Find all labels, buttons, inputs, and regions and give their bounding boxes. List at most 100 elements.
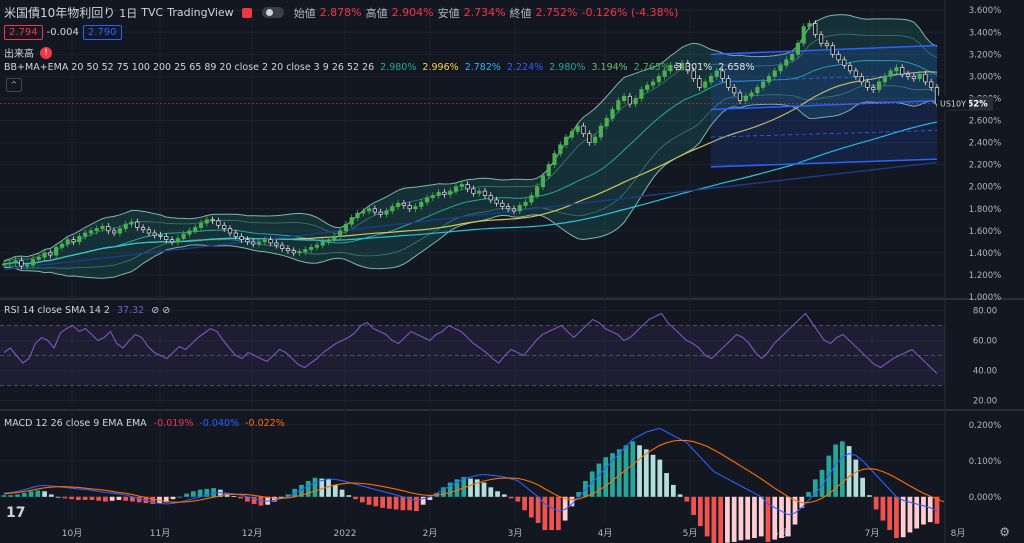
candle-body (36, 256, 41, 260)
candle-body (482, 190, 488, 196)
symbol-name[interactable]: 米国債10年物利回り (4, 6, 116, 20)
y-tick-label: 1.400% (969, 249, 1001, 259)
macd-histogram-bar (312, 477, 318, 497)
candle-body (280, 244, 285, 249)
candle-body (285, 248, 291, 252)
macd-histogram-bar (163, 496, 169, 503)
candle-body (564, 136, 569, 146)
channel-lower-line (710, 158, 938, 168)
macd-histogram-bar (921, 496, 926, 525)
rsi-value: 37.32 (116, 305, 145, 316)
candle-body (395, 202, 401, 207)
collapse-chevron-icon[interactable]: ^ (6, 78, 22, 92)
candle-body (523, 201, 528, 206)
macd-histogram-bar (393, 496, 399, 510)
candle-body (876, 81, 882, 90)
candle-body (761, 81, 766, 88)
candle-body (685, 62, 690, 72)
candle-body (88, 230, 94, 234)
volume-label[interactable]: 出来高 (4, 49, 34, 60)
gear-icon[interactable]: ⚙ (999, 525, 1010, 539)
candle-body (929, 81, 934, 88)
candle-body (772, 70, 777, 77)
rsi-line (3, 312, 938, 374)
macd-histogram-bar (190, 491, 196, 497)
tradingview-logo-icon[interactable]: 𝟭𝟳 (6, 505, 26, 521)
bollinger-band-fill (4, 14, 937, 279)
symbol-tag-bg (937, 95, 969, 110)
macd-name: MACD 12 26 close 9 EMA EMA (4, 418, 147, 429)
candle-body (905, 73, 911, 77)
candle-body (100, 226, 105, 229)
candle-body (48, 252, 53, 256)
candle-body (488, 195, 493, 201)
macd-histogram-bar (380, 496, 385, 508)
macd-histogram-bar (718, 496, 724, 543)
y-tick-label: 0.100% (969, 457, 1001, 467)
y-tick-label: 2.000% (969, 183, 1001, 193)
candle-body (465, 184, 470, 190)
candle-body (668, 65, 673, 72)
source-label: TVC (141, 6, 164, 19)
visibility-toggle-icon[interactable] (261, 7, 284, 18)
macd-histogram-bar (596, 463, 602, 497)
macd-histogram-bar (677, 494, 683, 497)
macd-histogram-bar (251, 496, 257, 504)
macd-histogram-bar (136, 496, 142, 503)
candle-body (610, 109, 615, 119)
macd-histogram-bar (907, 496, 913, 533)
candle-body (477, 190, 482, 194)
candle-body (766, 76, 772, 83)
macd-histogram-bar (873, 496, 879, 510)
chart-header: 米国債10年物利回り 1日 TVC TradingView 始値 2.878% 高… (4, 4, 678, 21)
candle-body (726, 78, 731, 88)
macd-histogram-bar (373, 496, 379, 507)
candle-body (633, 98, 638, 105)
y-tick-label: 2.200% (969, 161, 1001, 171)
candle-body (494, 199, 499, 204)
y-tick-label: 3.200% (969, 50, 1001, 60)
candle-body (42, 252, 47, 258)
macd-histogram-bar (927, 496, 933, 523)
bollinger-inner-lower-line (3, 85, 938, 269)
indicator-legend[interactable]: BB+MA+EMA 20 50 52 75 100 200 25 65 89 2… (4, 62, 758, 73)
candle-body (1, 263, 7, 266)
macd-histogram-bar (109, 496, 115, 501)
macd-histogram-bar (258, 496, 264, 506)
candle-body (801, 26, 806, 44)
warning-icon[interactable]: ! (40, 46, 52, 59)
x-tick-label: 11月 (150, 528, 170, 539)
macd-histogram-bar (339, 489, 345, 497)
macd-histogram-bar (21, 492, 27, 497)
candle-body (778, 65, 783, 72)
hide-icon[interactable]: ⊘ ⊘ (151, 305, 171, 316)
candle-body (749, 92, 754, 97)
rsi-legend[interactable]: RSI 14 close SMA 14 2 37.32 ⊘ ⊘ (4, 305, 170, 316)
open-label: 始値 (293, 6, 316, 20)
macd-histogram-bar (204, 488, 210, 497)
candle-body (459, 184, 464, 188)
candle-body (297, 251, 302, 254)
spread-value: -0.004 (46, 27, 79, 38)
macd-histogram-bar (684, 496, 690, 502)
macd-histogram-bar (758, 496, 764, 537)
candle-body (703, 81, 708, 88)
close-value: 2.752% (535, 6, 578, 19)
macd-histogram-bar (826, 455, 832, 497)
interval-label[interactable]: 1日 (119, 6, 138, 20)
y-tick-label: 1.200% (969, 271, 1001, 281)
sell-price-button[interactable]: 2.794 (4, 25, 43, 40)
y-tick-label: 60.00 (973, 337, 997, 347)
candle-body (222, 224, 227, 229)
candle-body (540, 175, 546, 188)
buy-price-button[interactable]: 2.790 (82, 25, 122, 40)
macd-histogram-bar (407, 496, 413, 511)
macd-value: -0.019% (153, 418, 194, 429)
macd-legend[interactable]: MACD 12 26 close 9 EMA EMA -0.019% -0.04… (4, 418, 285, 429)
x-tick-label: 5月 (683, 528, 698, 539)
high-label: 高値 (365, 6, 388, 20)
macd-histogram-bar (488, 487, 494, 497)
macd-histogram-bar (319, 478, 325, 497)
macd-histogram-bar (82, 496, 88, 500)
